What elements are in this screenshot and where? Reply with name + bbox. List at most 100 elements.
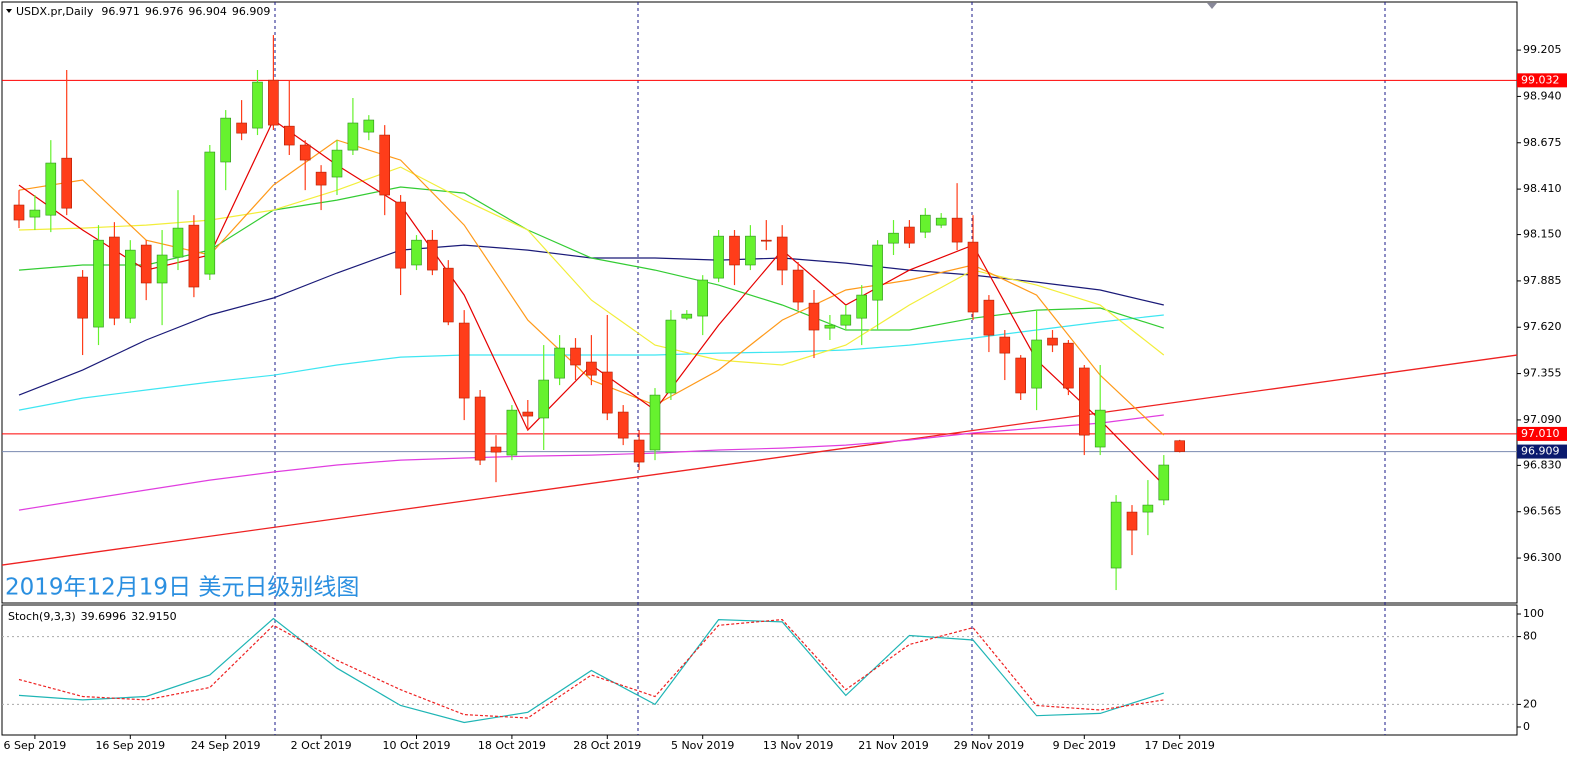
- header: USDX.pr,Daily 96.971 96.976 96.904 96.909: [16, 5, 270, 18]
- y-tick-label: 98.940: [1523, 89, 1562, 102]
- scroll-marker: [1207, 3, 1217, 9]
- x-tick-label: 16 Sep 2019: [95, 739, 165, 752]
- candle-body: [156, 254, 168, 284]
- candle-body: [331, 149, 343, 178]
- candle-body: [776, 236, 788, 271]
- candle-body: [729, 235, 740, 266]
- candle-body: [77, 276, 88, 319]
- candle-body: [1094, 409, 1106, 448]
- symbol: USDX.pr,Daily: [16, 5, 94, 18]
- y-tick-label: 97.885: [1523, 274, 1562, 287]
- y-tick-label: 97.090: [1523, 413, 1562, 426]
- candle-body: [140, 244, 152, 284]
- candle-body: [93, 239, 104, 328]
- candle-body: [45, 162, 57, 216]
- candle-body: [1142, 504, 1154, 513]
- price-box-label: 99.032: [1521, 73, 1560, 86]
- y-tick-label: 99.205: [1523, 43, 1562, 56]
- candle-body: [951, 217, 963, 243]
- y-tick-label: 97.355: [1523, 367, 1562, 380]
- stoch-panel: [1, 604, 1518, 736]
- candle-body: [1110, 501, 1122, 569]
- candle-body: [29, 209, 41, 218]
- y-tick-label: 98.675: [1523, 136, 1562, 149]
- y-tick-label: 97.620: [1523, 320, 1562, 333]
- candle-body: [61, 157, 73, 209]
- candle-body: [13, 204, 25, 221]
- candle-body: [808, 302, 820, 331]
- candle-body: [967, 241, 979, 313]
- candle-body: [474, 396, 486, 461]
- candle-body: [299, 144, 311, 161]
- candle-body: [411, 239, 422, 266]
- stoch-tick-label: 20: [1523, 697, 1537, 710]
- candle-body: [856, 294, 868, 319]
- main-panel: [1, 1, 1518, 604]
- x-tick-label: 13 Nov 2019: [763, 739, 833, 752]
- price-box: [1517, 73, 1567, 88]
- y-tick-label: 96.830: [1523, 458, 1562, 471]
- x-tick-label: 24 Sep 2019: [191, 739, 261, 752]
- candle-body: [792, 269, 804, 303]
- candle-body: [1031, 339, 1042, 389]
- candle-body: [570, 347, 581, 366]
- stoch-label: Stoch(9,3,3): [8, 610, 76, 623]
- stoch-k: 39.6996: [81, 610, 127, 623]
- open: 96.971: [101, 5, 140, 18]
- candle-body: [999, 336, 1011, 354]
- candle-body: [554, 347, 565, 379]
- candle-body: [347, 122, 359, 151]
- candle-body: [681, 313, 693, 319]
- x-tick-label: 17 Dec 2019: [1145, 739, 1215, 752]
- candle-body: [204, 151, 216, 275]
- x-tick-label: 6 Sep 2019: [4, 739, 67, 752]
- stoch-tick-label: 100: [1523, 607, 1544, 620]
- candle-body: [1126, 511, 1138, 531]
- candle-body: [824, 324, 836, 329]
- price-box-label: 97.010: [1521, 427, 1560, 440]
- price-box-label: 96.909: [1521, 445, 1560, 458]
- price-box: [1517, 444, 1567, 459]
- x-tick-label: 10 Oct 2019: [382, 739, 450, 752]
- stoch-tick-label: 0: [1523, 720, 1530, 733]
- candle-body: [586, 361, 597, 376]
- x-tick-label: 29 Nov 2019: [954, 739, 1024, 752]
- candle-body: [395, 201, 406, 269]
- header-arrow: [6, 9, 12, 13]
- x-tick-label: 18 Oct 2019: [478, 739, 546, 752]
- close: 96.909: [232, 5, 271, 18]
- candle-body: [872, 244, 883, 301]
- x-tick-label: 9 Dec 2019: [1053, 739, 1116, 752]
- candle-body: [363, 119, 375, 133]
- candle-body: [1047, 337, 1058, 346]
- candle-body: [760, 239, 772, 242]
- candle-body: [427, 239, 438, 271]
- candle-body: [268, 79, 279, 126]
- x-tick-label: 28 Oct 2019: [573, 739, 641, 752]
- candle-body: [713, 235, 724, 279]
- x-tick-label: 21 Nov 2019: [858, 739, 928, 752]
- candle-body: [315, 171, 327, 186]
- candle-body: [109, 236, 120, 319]
- candle-body: [601, 371, 613, 414]
- indicator-line: [18, 617, 1164, 724]
- y-tick-label: 98.150: [1523, 228, 1562, 241]
- candle-body: [379, 134, 391, 196]
- candle-body: [538, 379, 550, 419]
- price-box: [1517, 426, 1567, 441]
- candle-body: [649, 394, 661, 451]
- candle-body: [888, 232, 899, 244]
- stoch-header: Stoch(9,3,3) 39.6996 32.9150: [8, 610, 177, 623]
- candle-body: [840, 314, 852, 326]
- candle-body: [1063, 342, 1074, 389]
- indicator-line: [18, 414, 1164, 511]
- candle-body: [665, 319, 677, 394]
- x-tick-label: 5 Nov 2019: [671, 739, 734, 752]
- y-tick-label: 96.300: [1523, 551, 1562, 564]
- plot-layer: [1, 35, 1518, 724]
- candle-body: [745, 235, 756, 266]
- x-tick-label: 2 Oct 2019: [291, 739, 352, 752]
- candle-body: [125, 249, 136, 319]
